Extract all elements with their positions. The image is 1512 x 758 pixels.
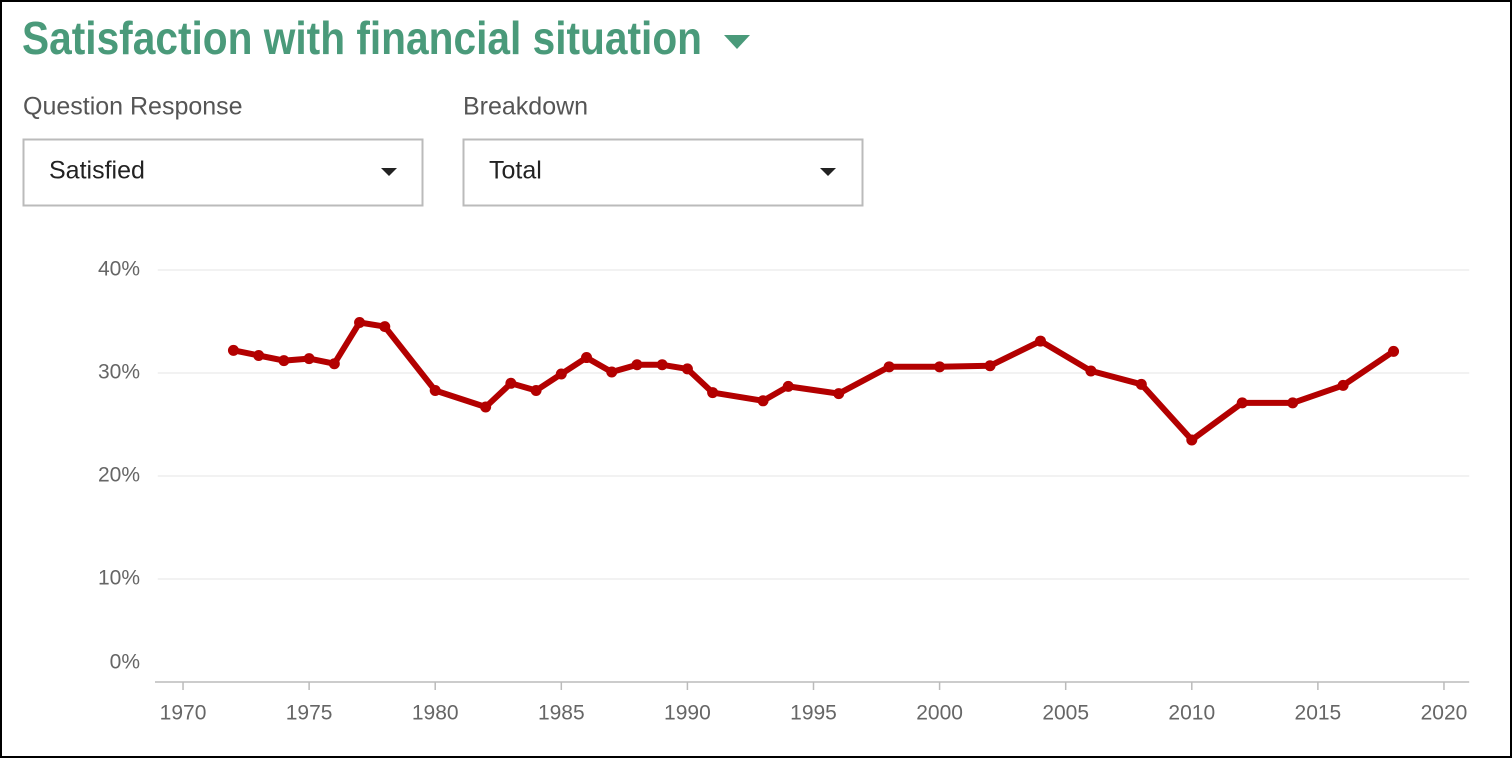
data-point <box>354 317 366 329</box>
data-point <box>1236 397 1248 409</box>
data-point <box>757 395 769 407</box>
data-point <box>1186 434 1198 446</box>
data-point <box>555 368 567 380</box>
x-tick-label: 2000 <box>916 702 963 725</box>
page-title: Satisfaction with financial situation <box>22 12 702 64</box>
x-tick-label: 2020 <box>1421 702 1468 725</box>
data-point <box>303 353 315 365</box>
data-point <box>328 358 340 370</box>
dropdown-value: Total <box>489 157 542 185</box>
x-tick-label: 2010 <box>1168 702 1215 725</box>
data-point <box>1287 397 1299 409</box>
data-point <box>631 359 643 371</box>
data-point <box>1388 345 1400 357</box>
x-tick-label: 1975 <box>286 702 333 725</box>
data-point <box>606 366 618 378</box>
data-point <box>278 355 290 367</box>
dropdown[interactable] <box>462 138 864 207</box>
data-point <box>1034 335 1046 347</box>
y-tick-label: 0% <box>110 651 140 674</box>
x-tick-label: 1990 <box>664 702 711 725</box>
x-tick-label: 2015 <box>1295 702 1342 725</box>
dropdown-arrow <box>381 168 397 176</box>
x-tick-label: 1980 <box>412 702 459 725</box>
control-label: Breakdown <box>463 93 588 121</box>
data-point <box>681 363 693 375</box>
x-tick-label: 1985 <box>538 702 585 725</box>
data-point <box>530 385 542 397</box>
data-point <box>480 401 492 413</box>
data-point <box>656 359 668 371</box>
control-label: Question Response <box>23 93 243 121</box>
y-tick-label: 30% <box>98 361 140 384</box>
data-point <box>505 377 517 389</box>
title-dropdown-arrow[interactable] <box>724 35 750 49</box>
data-point <box>984 360 996 372</box>
data-point <box>1135 378 1147 390</box>
dropdown[interactable] <box>22 138 424 207</box>
x-tick-label: 1970 <box>160 702 207 725</box>
dropdown-arrow <box>820 168 836 176</box>
data-point <box>782 380 794 392</box>
data-point <box>581 352 593 364</box>
chart: 0% 10% 20% 30% 40% 1970 1975 1980 1985 1990 1995 20… <box>98 258 1470 725</box>
y-tick-label: 40% <box>98 258 140 281</box>
data-point <box>833 388 845 400</box>
data-point <box>227 344 239 356</box>
data-point <box>707 387 719 399</box>
dropdown-value: Satisfied <box>49 157 145 185</box>
y-tick-label: 20% <box>98 464 140 487</box>
x-tick-label: 2005 <box>1042 702 1089 725</box>
data-point <box>883 361 895 373</box>
data-point <box>253 349 265 361</box>
data-point <box>429 385 441 397</box>
data-point <box>379 321 391 333</box>
x-tick-label: 1995 <box>790 702 837 725</box>
y-tick-label: 10% <box>98 567 140 590</box>
data-point <box>1337 379 1349 391</box>
data-point <box>934 361 946 373</box>
data-point <box>1085 365 1097 377</box>
